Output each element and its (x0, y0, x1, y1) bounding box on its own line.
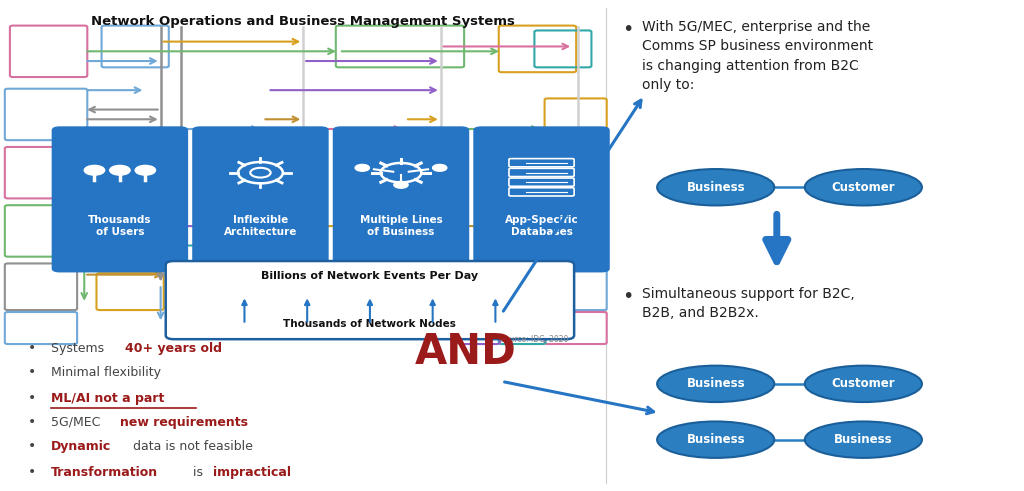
Text: •: • (29, 365, 37, 379)
Circle shape (110, 165, 130, 175)
Text: Source: IDC, 2020: Source: IDC, 2020 (500, 335, 568, 344)
Text: Thousands of Network Nodes: Thousands of Network Nodes (284, 320, 457, 329)
Text: Multiple Lines
of Business: Multiple Lines of Business (359, 215, 442, 237)
Text: •: • (29, 391, 37, 405)
Text: ML/AI not a part: ML/AI not a part (50, 392, 164, 405)
Text: new requirements: new requirements (120, 416, 248, 429)
Text: •: • (29, 415, 37, 429)
Circle shape (355, 164, 370, 171)
Text: Customer: Customer (831, 181, 895, 194)
Ellipse shape (657, 366, 774, 402)
Circle shape (394, 181, 409, 188)
Text: data is not feasible: data is not feasible (129, 440, 253, 453)
Text: •: • (29, 439, 37, 453)
Text: •: • (29, 341, 37, 355)
Text: 40+ years old: 40+ years old (125, 342, 222, 355)
Text: App-Specific
Databases: App-Specific Databases (505, 215, 579, 237)
Text: Billions of Network Events Per Day: Billions of Network Events Per Day (261, 271, 478, 281)
Text: Simultaneous support for B2C,
B2B, and B2B2x.: Simultaneous support for B2C, B2B, and B… (642, 287, 855, 320)
Text: Thousands
of Users: Thousands of Users (88, 215, 152, 237)
Text: Customer: Customer (831, 378, 895, 390)
Text: Network Operations and Business Management Systems: Network Operations and Business Manageme… (91, 15, 515, 28)
FancyBboxPatch shape (193, 126, 329, 273)
Text: •: • (622, 20, 634, 39)
FancyBboxPatch shape (473, 126, 609, 273)
Text: Business: Business (686, 433, 745, 446)
Text: •: • (29, 464, 37, 479)
FancyBboxPatch shape (333, 126, 469, 273)
Circle shape (135, 165, 156, 175)
Text: Inflexible
Architecture: Inflexible Architecture (224, 215, 297, 237)
Ellipse shape (805, 169, 922, 205)
Text: AND: AND (416, 331, 517, 373)
Text: impractical: impractical (213, 465, 291, 479)
Text: is: is (189, 465, 207, 479)
Text: Minimal flexibility: Minimal flexibility (50, 366, 161, 379)
Text: Dynamic: Dynamic (50, 440, 111, 453)
Text: Business: Business (686, 378, 745, 390)
Text: Transformation: Transformation (50, 465, 158, 479)
Ellipse shape (657, 421, 774, 458)
Circle shape (432, 164, 446, 171)
Text: With 5G/MEC, enterprise and the
Comms SP business environment
is changing attent: With 5G/MEC, enterprise and the Comms SP… (642, 20, 873, 92)
Ellipse shape (805, 366, 922, 402)
FancyBboxPatch shape (51, 126, 188, 273)
Ellipse shape (657, 169, 774, 205)
Text: Systems: Systems (50, 342, 108, 355)
Text: 5G/MEC: 5G/MEC (50, 416, 104, 429)
Text: •: • (622, 287, 634, 306)
Circle shape (84, 165, 104, 175)
Text: Business: Business (835, 433, 893, 446)
Text: Business: Business (686, 181, 745, 194)
FancyBboxPatch shape (166, 261, 574, 339)
Ellipse shape (805, 421, 922, 458)
